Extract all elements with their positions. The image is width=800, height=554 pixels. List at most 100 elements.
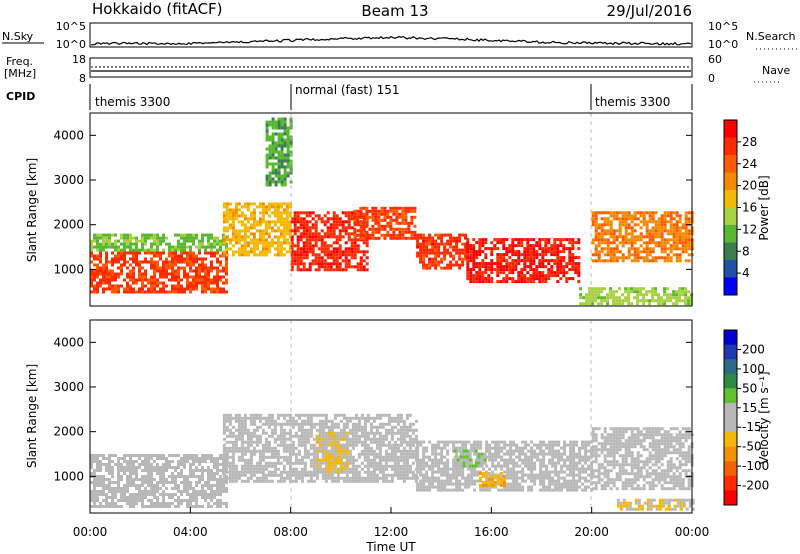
velocity-colorbar-ticks: 200 100 50 15 -15 -50 -100 -200 [737, 342, 769, 493]
cpid-strip: CPID themis 3300 normal (fast) 151 themi… [6, 83, 693, 110]
colorbar-block [724, 461, 737, 477]
power-colorbar-label: Power [dB] [757, 175, 771, 240]
beam-title: Beam 13 [361, 2, 428, 20]
velocity-colorbar-blocks [724, 330, 737, 506]
y-tick-label: 2000 [53, 218, 84, 232]
freq-tick-top: 18 [72, 53, 86, 66]
power-ylabel: Slant Range [km] [25, 158, 39, 262]
x-tick-label: 20:00 [574, 525, 609, 539]
data-region [453, 449, 487, 468]
colorbar-tick-label: 16 [742, 201, 757, 215]
nsky-tick-top: 10^5 [56, 20, 86, 33]
colorbar-tick-label: 50 [742, 381, 757, 395]
nsearch-tick-top: 10^5 [708, 20, 738, 33]
nave-tick-bottom: 0 [708, 72, 715, 85]
data-region [315, 431, 349, 474]
data-region [591, 427, 694, 491]
xlabel: Time UT [365, 540, 416, 554]
x-tick-label: 00:00 [73, 525, 108, 539]
colorbar-block [724, 172, 737, 191]
colorbar-block [724, 344, 737, 360]
nsky-tick-bottom: 10^0 [56, 38, 86, 51]
colorbar-block [724, 190, 737, 208]
power-data [90, 117, 694, 306]
velocity-colorbar-label: Velocity [m s⁻¹] [757, 371, 771, 464]
power-colorbar: 4 8 12 16 20 24 28 Power [dB] [723, 119, 771, 296]
data-region [416, 233, 468, 270]
colorbar-block [724, 417, 737, 433]
y-tick-label: 4000 [53, 335, 84, 349]
nsearch-label: N.Search [746, 30, 796, 43]
velocity-colorbar: 200 100 50 15 -15 -50 -100 -200 Velocity [m s⁻¹… [723, 329, 771, 506]
colorbar-block [724, 155, 737, 173]
y-tick-label: 2000 [53, 425, 84, 439]
cpid-segment-3: themis 3300 [595, 95, 670, 109]
colorbar-tick-label: 20 [742, 179, 757, 193]
x-tick-label: 08:00 [273, 525, 308, 539]
colorbar-block [724, 260, 737, 278]
colorbar-block [724, 388, 737, 404]
data-region [579, 287, 694, 306]
colorbar-tick-label: -50 [742, 440, 762, 454]
nsky-trace [91, 35, 692, 46]
nsky-label: N.Sky [2, 30, 34, 43]
date-title: 29/Jul/2016 [607, 2, 692, 20]
freq-tick-bottom: 8 [79, 72, 86, 85]
freq-label-1: Freq. [6, 55, 33, 68]
colorbar-block [724, 402, 737, 418]
colorbar-block [724, 330, 737, 346]
colorbar-block [724, 207, 737, 226]
colorbar-tick-label: 12 [742, 222, 757, 236]
data-region [222, 413, 418, 483]
colorbar-block [724, 277, 737, 296]
velocity-y-ticks: 1000 2000 3000 4000 [53, 335, 692, 483]
cpid-label: CPID [6, 90, 35, 103]
station-title: Hokkaido (fitACF) [92, 0, 223, 18]
colorbar-tick-label: 200 [742, 342, 765, 356]
colorbar-tick-label: 15 [742, 401, 757, 415]
data-region [616, 498, 695, 511]
x-tick-label: 00:00 [675, 525, 710, 539]
colorbar-tick-label: 4 [742, 266, 750, 280]
power-panel: 1000 2000 3000 4000 Slant Range [km] [25, 112, 694, 307]
x-tick-label: 12:00 [374, 525, 409, 539]
x-tick-label: 04:00 [173, 525, 208, 539]
colorbar-tick-label: 28 [742, 135, 757, 149]
data-region [90, 454, 228, 508]
colorbar-block [724, 490, 737, 506]
x-ticks: 00:00 04:00 08:00 12:00 16:00 20:00 00:00 [73, 507, 710, 539]
data-region [90, 251, 228, 294]
colorbar-tick-label: -15 [742, 420, 762, 434]
x-tick-label: 16:00 [474, 525, 509, 539]
colorbar-tick-label: -200 [742, 479, 769, 493]
y-tick-label: 4000 [53, 128, 84, 142]
velocity-ylabel: Slant Range [km] [25, 364, 39, 468]
data-region [466, 238, 581, 284]
colorbar-tick-label: 100 [742, 362, 765, 376]
power-colorbar-ticks: 4 8 12 16 20 24 28 [737, 135, 757, 280]
nave-tick-top: 60 [708, 53, 722, 66]
colorbar-block [724, 446, 737, 462]
power-y-ticks: 1000 2000 3000 4000 [53, 128, 692, 276]
y-tick-label: 1000 [53, 262, 84, 276]
freq-label-2: [MHz] [4, 67, 36, 80]
data-region [90, 233, 228, 252]
data-region [478, 471, 506, 487]
colorbar-block [724, 242, 737, 261]
colorbar-block [724, 373, 737, 389]
nave-label: Nave [762, 64, 790, 77]
colorbar-block [724, 225, 737, 243]
colorbar-tick-label: 24 [742, 157, 757, 171]
power-colorbar-blocks [724, 120, 737, 296]
data-region [222, 202, 292, 257]
colorbar-tick-label: -100 [742, 459, 769, 473]
velocity-data [90, 413, 695, 511]
colorbar-block [724, 475, 737, 491]
cpid-segment-1: themis 3300 [95, 95, 170, 109]
nsearch-tick-bottom: 10^0 [708, 38, 738, 51]
colorbar-block [724, 359, 737, 375]
y-tick-label: 1000 [53, 469, 84, 483]
freq-strip: Freq. [MHz] 18 8 60 0 Nave [4, 53, 790, 85]
